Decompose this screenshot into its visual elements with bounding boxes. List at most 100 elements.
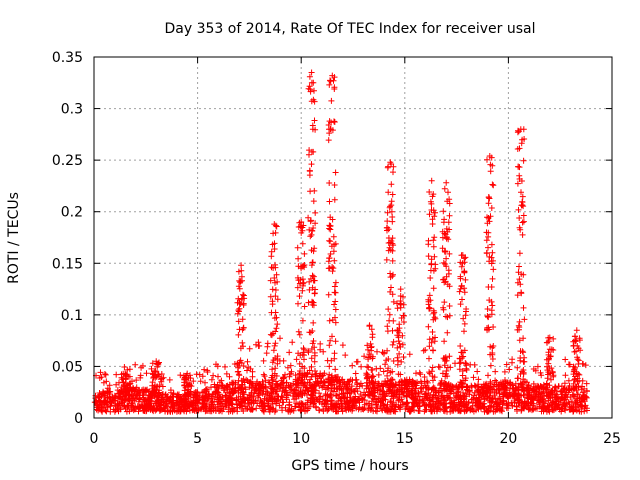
data-point: [562, 372, 569, 379]
data-point: [525, 382, 532, 389]
data-point: [518, 189, 524, 196]
data-point: [306, 286, 313, 293]
data-point: [457, 285, 464, 292]
data-point: [272, 293, 279, 300]
data-point: [441, 362, 448, 369]
data-point: [275, 397, 281, 404]
data-point: [330, 248, 337, 255]
data-point: [384, 347, 391, 354]
data-point: [194, 396, 201, 403]
data-point: [104, 404, 111, 411]
data-point: [307, 329, 314, 336]
data-point: [431, 314, 438, 321]
data-point: [364, 383, 371, 390]
data-point: [236, 384, 243, 391]
data-point: [510, 392, 517, 399]
data-point: [350, 388, 357, 395]
data-point: [287, 362, 294, 369]
data-point: [202, 408, 209, 415]
data-point: [384, 218, 391, 225]
data-point: [295, 328, 302, 335]
data-point: [463, 306, 470, 312]
data-point: [239, 316, 246, 323]
data-point: [149, 379, 156, 386]
data-point: [260, 388, 267, 395]
data-point: [317, 340, 324, 347]
data-point: [324, 398, 331, 405]
data-point: [241, 379, 248, 386]
data-point: [273, 390, 279, 397]
data-point: [389, 257, 396, 264]
data-point: [378, 405, 385, 412]
data-point: [543, 380, 550, 387]
data-point: [331, 385, 338, 392]
data-point: [412, 385, 418, 392]
data-point: [273, 373, 280, 379]
data-point: [272, 355, 279, 361]
data-point: [341, 394, 348, 401]
data-point: [520, 391, 527, 398]
data-point: [358, 363, 365, 370]
data-point: [272, 328, 279, 335]
data-point: [155, 390, 162, 397]
data-point: [428, 256, 435, 263]
data-point: [149, 370, 156, 377]
data-point: [438, 377, 445, 384]
data-point: [438, 392, 445, 399]
data-point: [215, 373, 221, 380]
data-point: [331, 257, 338, 264]
data-point: [269, 298, 276, 305]
data-point: [226, 373, 233, 380]
data-point: [293, 394, 300, 400]
x-tick-label: 25: [603, 431, 621, 447]
data-point: [389, 191, 396, 198]
data-point: [257, 389, 264, 396]
data-point: [489, 398, 496, 405]
data-point: [109, 394, 116, 401]
data-point: [331, 355, 338, 362]
data-point: [398, 358, 405, 365]
data-point: [457, 343, 464, 349]
data-point: [446, 196, 453, 203]
data-point: [498, 407, 505, 413]
x-tick-label: 0: [90, 431, 99, 447]
data-point: [327, 126, 334, 133]
data-point: [308, 69, 315, 76]
data-point: [246, 391, 253, 398]
data-point: [296, 331, 303, 338]
data-point: [417, 385, 424, 392]
data-point: [271, 315, 278, 322]
data-point: [515, 206, 522, 213]
data-point: [309, 328, 316, 334]
data-point: [489, 344, 496, 351]
data-point: [419, 396, 426, 403]
data-point: [349, 362, 356, 369]
data-point: [572, 399, 579, 406]
data-point: [446, 353, 453, 360]
data-point: [380, 382, 387, 389]
data-point: [520, 212, 527, 219]
data-point: [225, 397, 232, 404]
data-point: [389, 327, 396, 334]
data-point: [555, 398, 562, 404]
data-point: [406, 408, 413, 415]
data-point: [122, 376, 129, 383]
data-point: [425, 323, 432, 330]
data-point: [171, 407, 178, 414]
data-point: [548, 365, 555, 372]
data-point: [202, 379, 208, 386]
data-point: [574, 354, 581, 361]
data-point: [309, 122, 316, 129]
data-point: [222, 392, 229, 399]
data-point: [425, 253, 432, 260]
data-point: [267, 277, 274, 284]
data-point: [284, 392, 291, 399]
data-point: [94, 404, 101, 411]
data-point: [270, 347, 277, 354]
data-point: [509, 359, 515, 366]
data-point: [489, 249, 496, 256]
data-point: [459, 252, 466, 258]
data-point: [384, 367, 391, 374]
data-point: [153, 383, 160, 390]
data-point: [204, 367, 211, 374]
